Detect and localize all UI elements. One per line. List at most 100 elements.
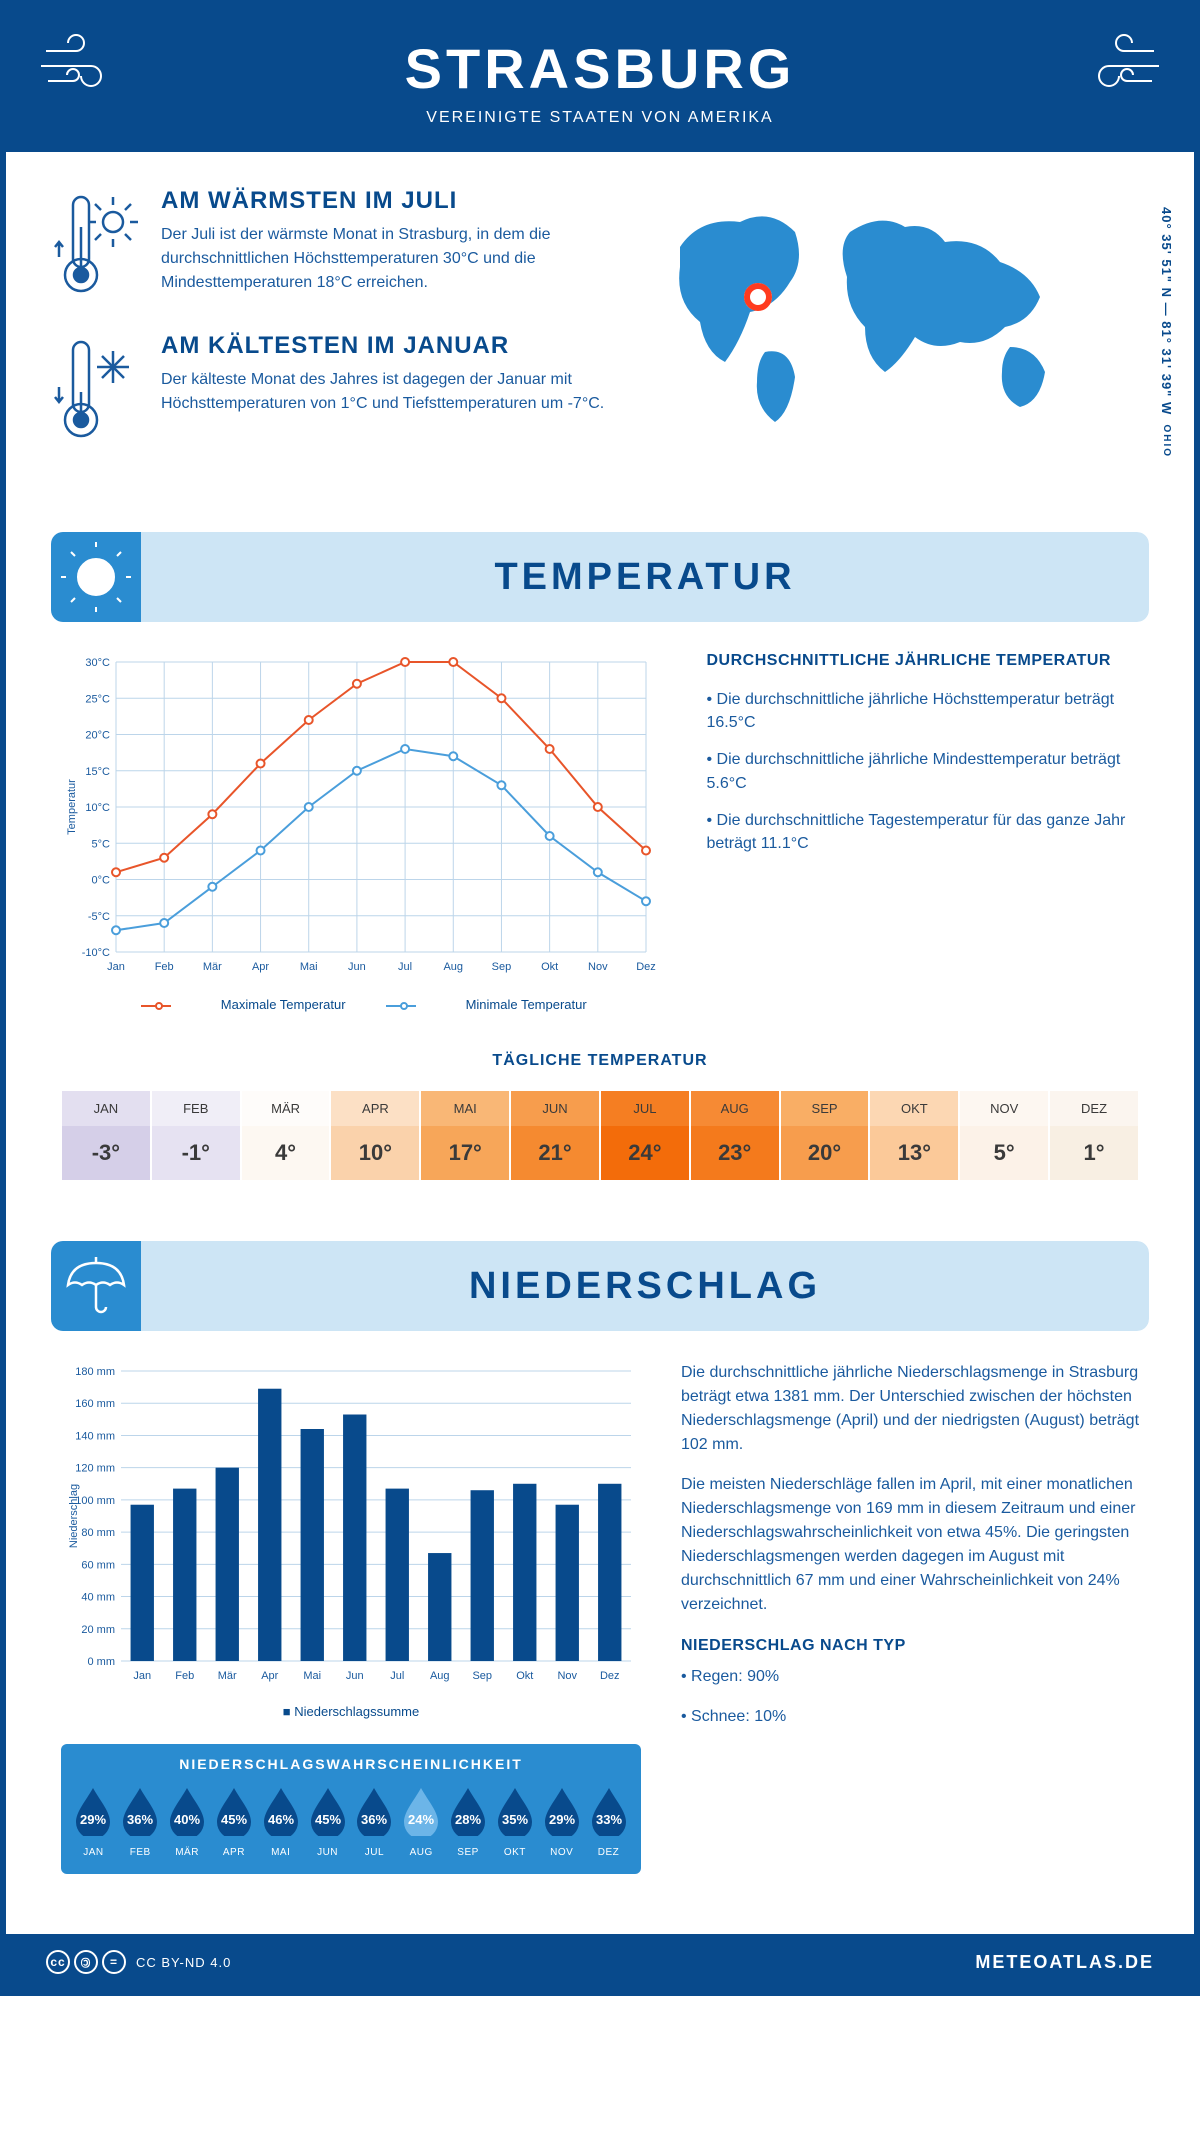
svg-text:Jan: Jan xyxy=(133,1670,151,1682)
temp-info-bullet: • Die durchschnittliche jährliche Höchst… xyxy=(707,688,1140,734)
temp-info-bullet: • Die durchschnittliche Tagestemperatur … xyxy=(707,809,1140,855)
site-name: METEOATLAS.DE xyxy=(975,1952,1154,1973)
cold-fact-body: Der kälteste Monat des Jahres ist dagege… xyxy=(161,368,610,416)
umbrella-icon xyxy=(51,1241,141,1331)
sun-icon xyxy=(51,532,141,622)
svg-text:5°C: 5°C xyxy=(92,838,111,850)
precipitation-bar-chart: 0 mm20 mm40 mm60 mm80 mm100 mm120 mm140 … xyxy=(61,1361,641,1719)
footer-bar: cc 🄯 = CC BY-ND 4.0 METEOATLAS.DE xyxy=(6,1934,1194,1990)
svg-text:Aug: Aug xyxy=(430,1670,450,1682)
temp-cell: JUL24° xyxy=(600,1090,690,1181)
svg-text:Dez: Dez xyxy=(636,961,656,973)
thermometer-hot-icon xyxy=(51,187,141,302)
precipitation-section-header: NIEDERSCHLAG xyxy=(51,1241,1149,1331)
svg-text:29%: 29% xyxy=(80,1812,106,1827)
svg-text:100 mm: 100 mm xyxy=(75,1495,115,1507)
svg-text:Mär: Mär xyxy=(203,961,222,973)
wind-icon xyxy=(1064,31,1164,106)
temp-cell: SEP20° xyxy=(780,1090,870,1181)
by-icon: 🄯 xyxy=(74,1950,98,1974)
svg-text:Mär: Mär xyxy=(218,1670,237,1682)
svg-text:Apr: Apr xyxy=(261,1670,278,1682)
prob-drop: 33%DEZ xyxy=(586,1784,631,1858)
temp-cell: JUN21° xyxy=(510,1090,600,1181)
svg-text:30°C: 30°C xyxy=(85,657,110,669)
precipitation-title: NIEDERSCHLAG xyxy=(469,1265,821,1308)
svg-text:10°C: 10°C xyxy=(85,802,110,814)
intro-section: AM WÄRMSTEN IM JULI Der Juli ist der wär… xyxy=(6,152,1194,512)
svg-text:Apr: Apr xyxy=(252,961,269,973)
svg-text:29%: 29% xyxy=(549,1812,575,1827)
temperature-line-chart: -10°C-5°C0°C5°C10°C15°C20°C25°C30°CJanFe… xyxy=(61,652,667,1012)
svg-text:Okt: Okt xyxy=(541,961,558,973)
temp-cell: DEZ1° xyxy=(1049,1090,1139,1181)
svg-text:Jul: Jul xyxy=(398,961,412,973)
svg-text:Jun: Jun xyxy=(348,961,366,973)
svg-text:0°C: 0°C xyxy=(92,875,111,887)
svg-text:Jun: Jun xyxy=(346,1670,364,1682)
prob-drop: 35%OKT xyxy=(492,1784,537,1858)
precip-para-2: Die meisten Niederschläge fallen im Apri… xyxy=(681,1473,1139,1617)
temperature-title: TEMPERATUR xyxy=(494,556,795,599)
svg-text:0 mm: 0 mm xyxy=(88,1656,116,1668)
temperature-section-header: TEMPERATUR xyxy=(51,532,1149,622)
svg-text:60 mm: 60 mm xyxy=(81,1559,115,1571)
header-bar: STRASBURG VEREINIGTE STAATEN VON AMERIKA xyxy=(6,6,1194,152)
infographic-frame: STRASBURG VEREINIGTE STAATEN VON AMERIKA… xyxy=(0,0,1200,1996)
prob-drop: 46%MAI xyxy=(258,1784,303,1858)
prob-drop: 45%APR xyxy=(211,1784,256,1858)
prob-drop: 45%JUN xyxy=(305,1784,350,1858)
svg-text:180 mm: 180 mm xyxy=(75,1366,115,1378)
daily-temp-title: TÄGLICHE TEMPERATUR xyxy=(61,1052,1139,1070)
svg-text:40 mm: 40 mm xyxy=(81,1592,115,1604)
svg-text:Jan: Jan xyxy=(107,961,125,973)
svg-text:33%: 33% xyxy=(596,1812,622,1827)
svg-text:28%: 28% xyxy=(455,1812,481,1827)
cc-icons: cc 🄯 = xyxy=(46,1950,126,1974)
precipitation-probability-panel: NIEDERSCHLAGSWAHRSCHEINLICHKEIT 29%JAN36… xyxy=(61,1744,641,1874)
precip-type-line: • Regen: 90% xyxy=(681,1665,1139,1689)
svg-text:46%: 46% xyxy=(268,1812,294,1827)
prob-drop: 36%JUL xyxy=(352,1784,397,1858)
temp-info-heading: DURCHSCHNITTLICHE JÄHRLICHE TEMPERATUR xyxy=(707,652,1140,670)
temp-cell: AUG23° xyxy=(690,1090,780,1181)
nd-icon: = xyxy=(102,1950,126,1974)
svg-text:140 mm: 140 mm xyxy=(75,1430,115,1442)
svg-text:36%: 36% xyxy=(361,1812,387,1827)
legend-min: Minimale Temperatur xyxy=(386,997,587,1012)
svg-text:-5°C: -5°C xyxy=(88,911,110,923)
world-map-panel: 40° 35' 51" N — 81° 31' 39" W OHIO xyxy=(640,187,1149,477)
wind-icon xyxy=(36,31,136,106)
svg-text:Sep: Sep xyxy=(472,1670,492,1682)
svg-text:Temperatur: Temperatur xyxy=(66,779,78,835)
prob-drop: 24%AUG xyxy=(399,1784,444,1858)
temp-info-bullet: • Die durchschnittliche jährliche Mindes… xyxy=(707,748,1140,794)
temp-cell: NOV5° xyxy=(959,1090,1049,1181)
precip-type-heading: NIEDERSCHLAG NACH TYP xyxy=(681,1637,1139,1655)
svg-text:45%: 45% xyxy=(221,1812,247,1827)
svg-text:Jul: Jul xyxy=(390,1670,404,1682)
prob-drop: 40%MÄR xyxy=(165,1784,210,1858)
svg-text:Mai: Mai xyxy=(303,1670,321,1682)
svg-text:Feb: Feb xyxy=(175,1670,194,1682)
svg-text:20 mm: 20 mm xyxy=(81,1624,115,1636)
svg-text:40%: 40% xyxy=(174,1812,200,1827)
world-map-icon xyxy=(640,187,1100,427)
svg-text:Okt: Okt xyxy=(516,1670,533,1682)
svg-text:Sep: Sep xyxy=(492,961,512,973)
svg-text:-10°C: -10°C xyxy=(82,947,110,959)
svg-text:80 mm: 80 mm xyxy=(81,1527,115,1539)
prob-drop: 29%NOV xyxy=(539,1784,584,1858)
svg-text:20°C: 20°C xyxy=(85,730,110,742)
svg-text:25°C: 25°C xyxy=(85,693,110,705)
cc-icon: cc xyxy=(46,1950,70,1974)
cc-text: CC BY-ND 4.0 xyxy=(136,1955,231,1970)
svg-text:15°C: 15°C xyxy=(85,766,110,778)
svg-text:Mai: Mai xyxy=(300,961,318,973)
prob-drop: 29%JAN xyxy=(71,1784,116,1858)
cold-fact: AM KÄLTESTEN IM JANUAR Der kälteste Mona… xyxy=(51,332,610,447)
coordinates-text: 40° 35' 51" N — 81° 31' 39" W OHIO xyxy=(1159,207,1174,458)
precip-type-line: • Schnee: 10% xyxy=(681,1705,1139,1729)
city-title: STRASBURG xyxy=(26,36,1174,101)
svg-text:Nov: Nov xyxy=(557,1670,577,1682)
